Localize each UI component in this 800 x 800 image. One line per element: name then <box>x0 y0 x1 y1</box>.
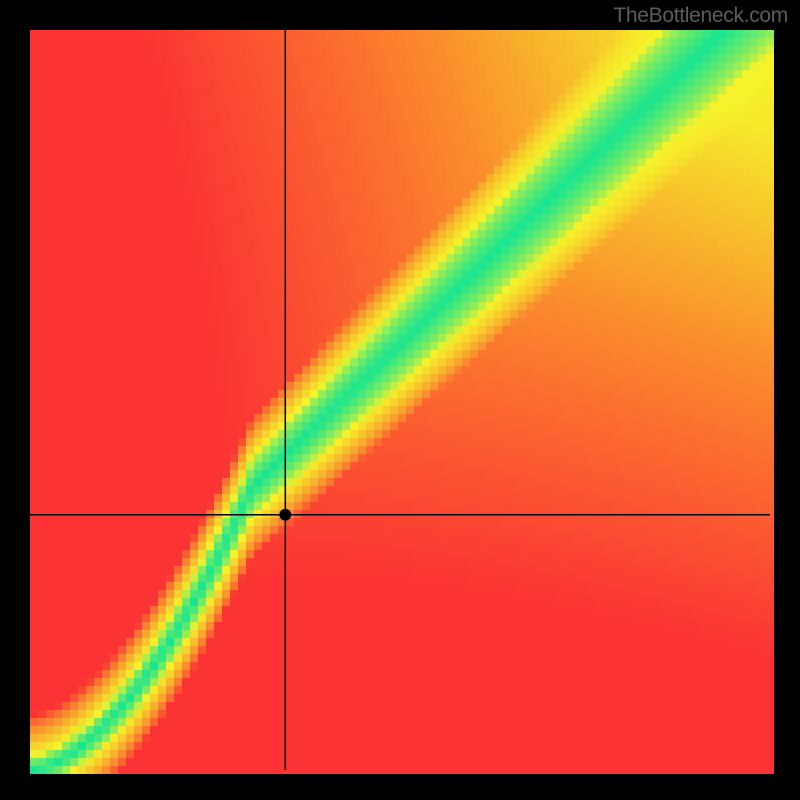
attribution-label: TheBottleneck.com <box>613 4 788 28</box>
bottleneck-heatmap <box>0 0 800 800</box>
chart-container: TheBottleneck.com <box>0 0 800 800</box>
